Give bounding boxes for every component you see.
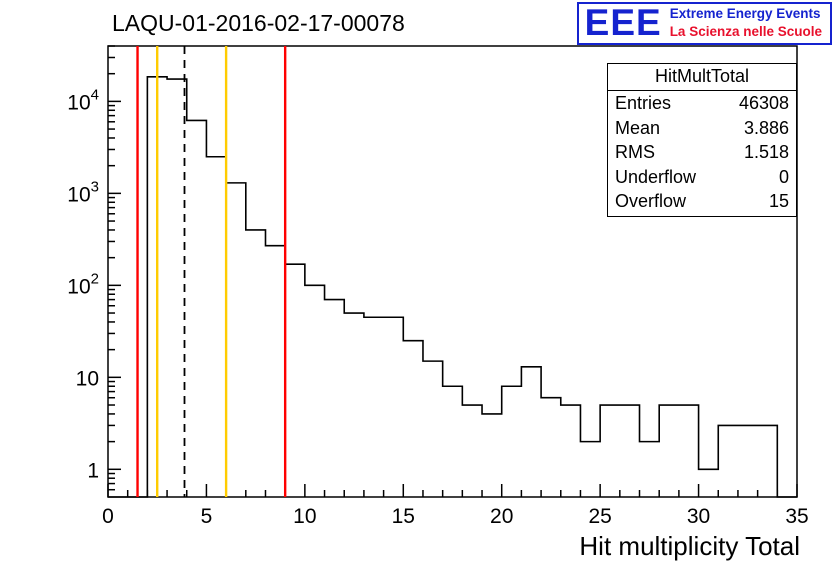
eee-logo-line2: La Scienza nelle Scuole — [669, 23, 822, 39]
x-tick-label: 35 — [785, 505, 808, 528]
x-tick-label: 0 — [102, 505, 114, 528]
x-tick-label: 30 — [687, 505, 710, 528]
stats-row-value: 15 — [768, 191, 789, 211]
stats-row-label: Overflow — [615, 191, 687, 211]
y-tick-label: 10 — [76, 367, 99, 390]
stats-box: HitMultTotal Entries 46308 Mean 3.886 RM… — [607, 63, 797, 217]
stats-row-value: 46308 — [738, 93, 789, 113]
x-tick-label: 25 — [588, 505, 611, 528]
x-tick-label: 10 — [293, 505, 316, 528]
y-tick-label: 103 — [67, 178, 99, 206]
plot-frame — [107, 45, 798, 498]
stats-row-value: 3.886 — [743, 117, 789, 138]
stats-row-label: Underflow — [615, 166, 697, 187]
x-tick-label: 20 — [490, 505, 513, 528]
stats-row: Mean 3.886 — [608, 116, 796, 141]
eee-logo-line1: Extreme Energy Events — [669, 6, 821, 22]
eee-logo: EEE Extreme Energy Events La Scienza nel… — [576, 2, 832, 46]
stats-row: Underflow 0 — [608, 165, 796, 190]
y-tick-label: 104 — [67, 86, 99, 114]
stats-row-label: Entries — [615, 93, 672, 113]
stats-row-value: 0 — [778, 166, 789, 187]
stats-row-label: RMS — [615, 142, 655, 162]
stats-row: Overflow 15 — [608, 189, 796, 214]
eee-logo-icon: EEE — [584, 2, 662, 43]
x-tick-label: 15 — [392, 505, 415, 528]
stats-row-value: 1.518 — [743, 142, 789, 162]
x-tick-label: 5 — [201, 505, 213, 528]
x-axis-label: Hit multiplicity Total — [579, 531, 800, 561]
stats-row-label: Mean — [615, 117, 661, 138]
stats-row: RMS 1.518 — [608, 140, 796, 165]
stats-box-title: HitMultTotal — [608, 64, 796, 91]
plot-title: LAQU-01-2016-02-17-00078 — [112, 10, 405, 36]
y-tick-label: 102 — [67, 270, 99, 298]
eee-logo-captions: Extreme Energy Events La Scienza nelle S… — [670, 5, 822, 40]
y-tick-label: 1 — [87, 459, 99, 482]
stats-row: Entries 46308 — [608, 91, 796, 116]
